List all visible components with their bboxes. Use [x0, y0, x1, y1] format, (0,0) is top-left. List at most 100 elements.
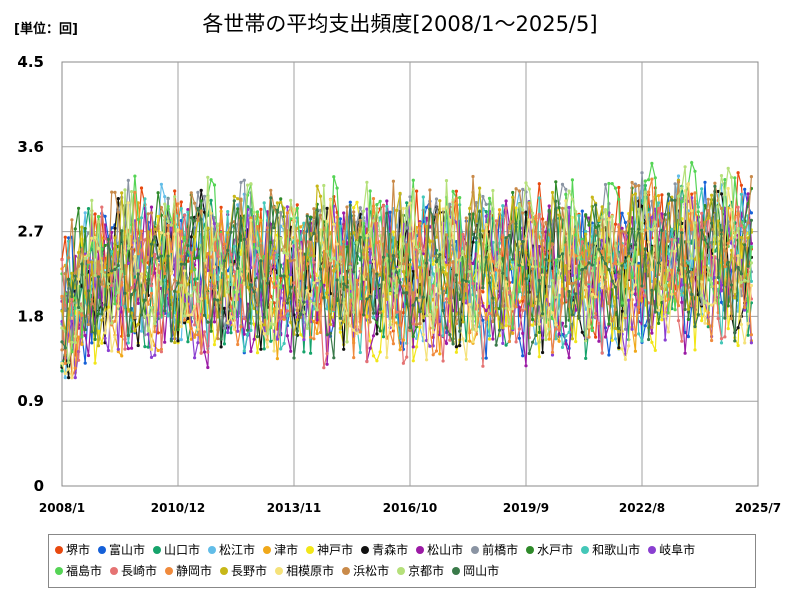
data-point [193, 256, 197, 261]
data-point [487, 246, 492, 250]
data-point [481, 194, 485, 199]
data-point [574, 233, 578, 237]
data-point [130, 346, 134, 350]
data-point [710, 193, 714, 197]
data-point [557, 254, 561, 258]
data-point [580, 265, 584, 269]
data-point [534, 265, 538, 269]
data-point [736, 211, 740, 216]
data-point [673, 308, 677, 312]
data-point [352, 328, 356, 332]
data-point [262, 201, 266, 205]
data-point [368, 346, 372, 350]
data-point [451, 260, 455, 264]
data-point [527, 218, 531, 222]
data-point [90, 298, 94, 302]
data-point [299, 276, 303, 280]
data-point [371, 315, 376, 319]
data-point [706, 302, 710, 306]
data-point [577, 214, 581, 218]
data-point [686, 240, 691, 244]
data-point [700, 302, 704, 306]
data-point [358, 235, 362, 239]
data-point [229, 230, 233, 234]
data-point [202, 350, 207, 354]
data-point [739, 183, 744, 187]
data-point [680, 293, 684, 297]
data-point [179, 254, 183, 258]
data-point [537, 330, 541, 334]
data-point [700, 187, 704, 191]
data-point [521, 208, 525, 212]
data-point [441, 359, 445, 363]
data-point [332, 256, 336, 260]
data-point [507, 233, 511, 237]
data-point [348, 265, 352, 270]
data-point [166, 232, 170, 236]
data-point [130, 311, 134, 315]
data-point [736, 343, 740, 348]
data-point [703, 321, 707, 325]
data-point [746, 221, 750, 225]
data-point [729, 317, 734, 321]
data-point [554, 295, 558, 299]
data-point [623, 220, 628, 225]
data-point [259, 298, 263, 302]
data-point [80, 335, 84, 339]
data-point [93, 337, 97, 341]
data-point [246, 269, 250, 273]
data-point [282, 315, 286, 319]
legend-item: 和歌山市 [581, 539, 640, 560]
data-point [153, 252, 157, 256]
data-point [411, 322, 415, 326]
data-point [116, 350, 120, 354]
data-point [199, 316, 203, 320]
data-point [401, 338, 405, 342]
data-point [365, 272, 369, 276]
data-point [570, 178, 575, 182]
data-point [610, 319, 614, 323]
data-point [521, 295, 525, 299]
data-point [159, 182, 163, 186]
data-point [143, 197, 147, 201]
data-point [710, 285, 714, 289]
data-point [206, 365, 210, 370]
data-point [729, 283, 734, 287]
data-point [511, 307, 515, 311]
data-point [474, 268, 478, 272]
data-point [696, 241, 700, 245]
data-point [541, 231, 545, 235]
data-point [507, 307, 511, 311]
data-point [262, 323, 266, 327]
data-point [434, 197, 439, 201]
data-point [425, 216, 429, 220]
data-point [640, 287, 644, 291]
data-point [378, 273, 382, 277]
data-point [550, 353, 555, 357]
data-point [729, 248, 734, 252]
data-point [186, 244, 190, 248]
data-point [375, 321, 379, 325]
data-point [428, 276, 432, 280]
data-point [607, 353, 611, 357]
data-point [630, 180, 634, 185]
data-point [209, 211, 213, 215]
data-point [521, 308, 525, 313]
data-point [143, 275, 147, 279]
data-point [345, 242, 349, 246]
data-point [537, 244, 541, 249]
data-point [676, 268, 681, 272]
data-point [657, 261, 661, 265]
data-point [613, 222, 618, 226]
data-point [507, 339, 511, 344]
data-point [398, 323, 402, 327]
data-point [355, 200, 359, 204]
data-point [67, 277, 71, 281]
data-point [647, 337, 651, 342]
data-point [163, 202, 167, 206]
legend-label: 青森市 [372, 543, 409, 557]
data-point [574, 292, 578, 296]
data-point [434, 260, 439, 264]
data-point [309, 215, 313, 219]
data-point [647, 207, 651, 211]
